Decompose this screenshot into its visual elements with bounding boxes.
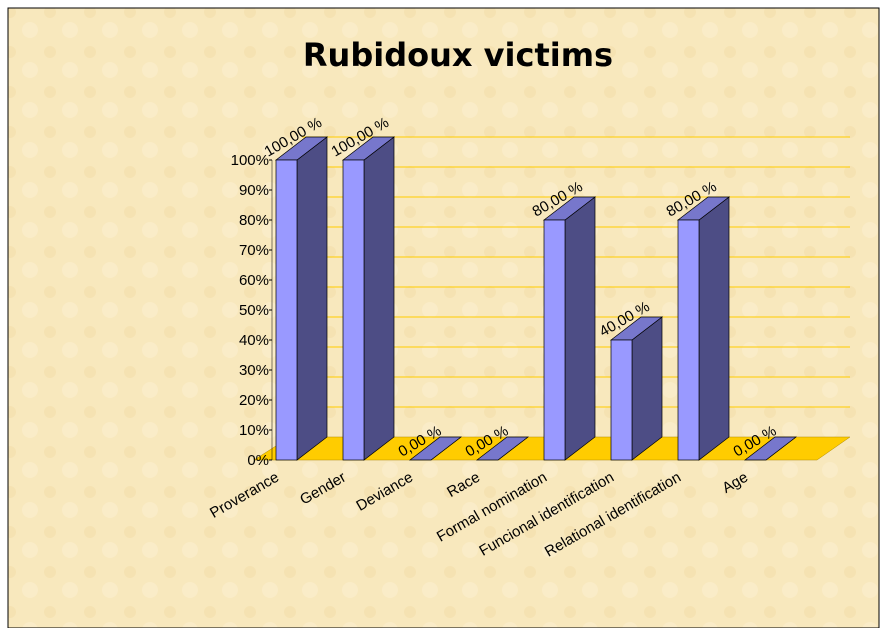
bar-side xyxy=(296,136,328,461)
y-tick-label: 40% xyxy=(239,332,269,349)
slide-background xyxy=(7,7,880,628)
bar xyxy=(275,159,298,461)
y-tick-label: 10% xyxy=(239,422,269,439)
bar xyxy=(677,219,700,461)
bar-side xyxy=(363,136,395,461)
bar-top xyxy=(743,436,798,461)
bar xyxy=(543,219,566,461)
y-tick-label: 50% xyxy=(239,302,269,319)
y-tick-label: 90% xyxy=(239,182,269,199)
bar xyxy=(342,159,365,461)
y-tick-label: 100% xyxy=(231,152,269,169)
bar-side xyxy=(564,196,596,461)
chart-title: Rubidoux victims xyxy=(303,36,613,74)
bar xyxy=(610,339,633,461)
bar-top xyxy=(408,436,463,461)
y-tick-label: 60% xyxy=(239,272,269,289)
bar-side xyxy=(698,196,730,461)
y-tick-label: 30% xyxy=(239,362,269,379)
bar-side xyxy=(631,316,663,461)
y-tick-label: 0% xyxy=(247,452,269,469)
y-tick-label: 70% xyxy=(239,242,269,259)
y-tick-label: 80% xyxy=(239,212,269,229)
y-tick-label: 20% xyxy=(239,392,269,409)
bar-top xyxy=(475,436,530,461)
